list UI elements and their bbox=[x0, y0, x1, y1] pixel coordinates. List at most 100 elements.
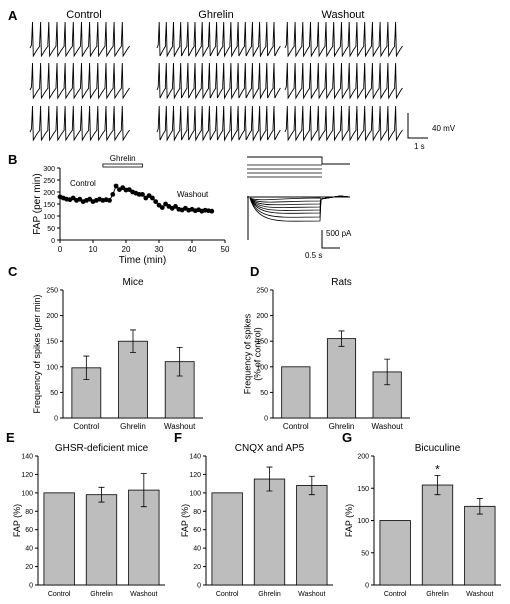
panel-g-bar bbox=[421, 484, 454, 586]
panel-b-data-point bbox=[153, 199, 159, 205]
panel-e-error-bar bbox=[140, 473, 147, 508]
panel-g-category-label: Washout bbox=[466, 591, 493, 598]
panel-f-error-bar bbox=[266, 466, 273, 492]
panel-b-data-point bbox=[156, 202, 162, 208]
panel-e-ytick-label: 80 bbox=[25, 509, 33, 516]
panel-d-ylabel: Frequency of spikes(% of control) bbox=[242, 313, 262, 394]
panel-g-ytick-label: 200 bbox=[357, 454, 369, 461]
panel-g-ytick-label: 100 bbox=[357, 518, 369, 525]
panel-a-title-ghrelin: Ghrelin bbox=[198, 9, 233, 21]
panel-c-ytick-label: 150 bbox=[46, 339, 58, 346]
panel-b-data-point bbox=[113, 183, 119, 189]
panel-a-trace-2-0 bbox=[284, 21, 403, 58]
panel-g-chart: 0 50 100 150 200 Control * Ghrelin Washout Bicucu… bbox=[344, 443, 501, 598]
panel-d-error-bar bbox=[384, 358, 391, 386]
panel-f-category-label: Control bbox=[216, 591, 239, 598]
panel-e-ytick-label: 40 bbox=[25, 546, 33, 553]
panel-g-category-label: Ghrelin bbox=[426, 591, 449, 598]
panel-e-ytick-label: 0 bbox=[29, 583, 33, 590]
panel-e-category-label: Washout bbox=[130, 591, 157, 598]
panel-e-category-label: Ghrelin bbox=[90, 591, 113, 598]
panel-c-error-bar bbox=[83, 355, 90, 380]
panel-f-bar bbox=[253, 478, 286, 586]
panel-e-ytick-label: 140 bbox=[21, 454, 33, 461]
panel-d-category-label: Control bbox=[283, 422, 309, 431]
panel-e-error-bar bbox=[98, 486, 105, 503]
panel-a-scale-voltage: 40 mV bbox=[432, 124, 456, 133]
panel-e-bar bbox=[43, 492, 75, 586]
panel-b-chart: 0 50 100 150 200 250 300 0 10 20 30 40 50 Time (min) F… bbox=[32, 154, 230, 266]
panel-b-xtick-label: 50 bbox=[221, 245, 230, 254]
panel-c-chart: 0 50 100 150 200 250 Control Ghrelin Washout Mice… bbox=[32, 277, 203, 431]
panel-a-scale-bar bbox=[407, 113, 428, 139]
panel-a-trace-1-1 bbox=[156, 62, 281, 100]
panel-f-ytick-label: 40 bbox=[193, 546, 201, 553]
panel-c-category-label: Ghrelin bbox=[120, 422, 146, 431]
panel-b-data-point bbox=[107, 198, 112, 203]
panel-g-significance: * bbox=[435, 462, 440, 476]
panel-d-title: Rats bbox=[331, 277, 352, 288]
panel-f-ylabel: FAP (%) bbox=[180, 504, 190, 537]
panel-f-ytick-label: 140 bbox=[189, 454, 201, 461]
panel-f-category-label: Washout bbox=[298, 591, 325, 598]
panel-c-ytick-label: 0 bbox=[54, 416, 58, 423]
panel-b-step-top bbox=[247, 156, 350, 165]
panel-b-scale-current: 500 pA bbox=[326, 229, 352, 238]
panel-b-ytick-label: 300 bbox=[43, 166, 55, 173]
panel-label-a: A bbox=[8, 8, 18, 23]
panel-b-data-point bbox=[146, 193, 152, 199]
panel-b-ytick-label: 100 bbox=[43, 214, 55, 221]
panel-b-scale-time: 0.5 s bbox=[305, 251, 322, 260]
panel-b-data-point bbox=[140, 192, 145, 197]
panel-a-title-washout: Washout bbox=[321, 9, 364, 21]
panel-g-ylabel: FAP (%) bbox=[344, 504, 354, 537]
panel-c-ytick-label: 200 bbox=[46, 313, 58, 320]
panel-g-error-bar bbox=[434, 474, 441, 496]
panel-a-trace-0-0 bbox=[29, 21, 130, 58]
panel-e-bar bbox=[85, 494, 118, 586]
panel-g-category-label: Control bbox=[384, 591, 407, 598]
panel-label-f: F bbox=[174, 430, 182, 445]
panel-c-ylabel: Frequency of spikes (per min) bbox=[32, 294, 42, 413]
panel-f-error-bar bbox=[308, 475, 315, 496]
panel-label-c: C bbox=[8, 264, 18, 279]
panel-d-error-bar bbox=[338, 330, 345, 347]
panel-b-data-point bbox=[173, 204, 178, 209]
panel-c-category-label: Washout bbox=[164, 422, 196, 431]
panel-c-title: Mice bbox=[122, 277, 144, 288]
panel-b-annotation-washout: Washout bbox=[177, 190, 209, 199]
panel-b-data-point bbox=[163, 201, 169, 207]
panel-g-ytick-label: 50 bbox=[361, 550, 369, 557]
panel-b-xtick-label: 20 bbox=[122, 245, 131, 254]
panel-e-category-label: Control bbox=[48, 591, 71, 598]
panel-b-ghrelin-bar bbox=[102, 163, 143, 168]
panel-label-g: G bbox=[342, 430, 352, 445]
panel-c-ytick-label: 100 bbox=[46, 364, 58, 371]
panel-b-ylabel: FAP (per min) bbox=[32, 173, 43, 235]
panel-f-ytick-label: 80 bbox=[193, 509, 201, 516]
panel-g-ytick-label: 150 bbox=[357, 486, 369, 493]
panel-c-error-bar bbox=[176, 346, 183, 377]
panel-b-data-point bbox=[87, 196, 93, 202]
panel-b-ytick-label: 50 bbox=[47, 226, 55, 233]
panel-a-trace-2-1 bbox=[284, 62, 403, 100]
panel-f-ytick-label: 120 bbox=[189, 472, 201, 479]
panel-g-ytick-label: 0 bbox=[365, 583, 369, 590]
panel-b-data-point bbox=[120, 185, 126, 191]
panel-a-voltage-traces bbox=[29, 21, 403, 142]
panel-a-scale-time: 1 s bbox=[414, 142, 425, 151]
panel-b-current-trace bbox=[249, 195, 351, 222]
panel-b-data-point bbox=[126, 187, 132, 193]
panel-g-bar bbox=[379, 520, 411, 586]
panel-b-annotation-ghrelin: Ghrelin bbox=[110, 154, 136, 163]
panel-d-ytick-label: 200 bbox=[256, 313, 268, 320]
panel-e-ytick-label: 60 bbox=[25, 527, 33, 534]
panel-f-title: CNQX and AP5 bbox=[235, 443, 305, 454]
panel-e-ytick-label: 20 bbox=[25, 564, 33, 571]
panel-b-data-point bbox=[159, 205, 165, 211]
panel-b-current-traces bbox=[247, 156, 351, 240]
panel-d-category-label: Ghrelin bbox=[329, 422, 355, 431]
panel-f-category-label: Ghrelin bbox=[258, 591, 281, 598]
panel-d-ytick-label: 250 bbox=[256, 288, 268, 295]
